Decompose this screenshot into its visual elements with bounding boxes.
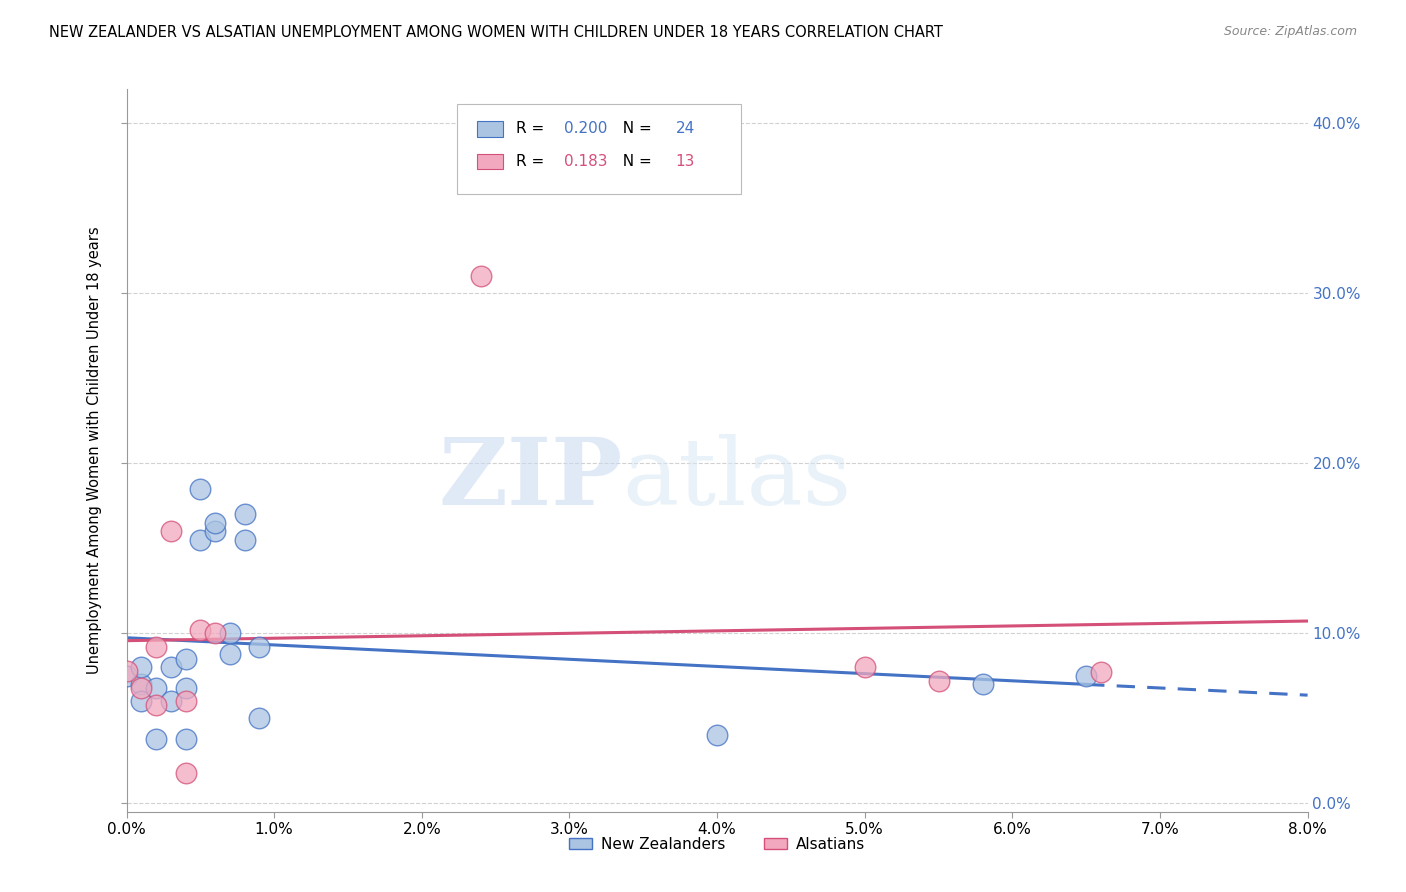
Point bbox=[1076, 669, 1098, 683]
Point bbox=[470, 269, 492, 284]
Point bbox=[249, 640, 271, 654]
Text: atlas: atlas bbox=[623, 434, 852, 524]
Text: 24: 24 bbox=[676, 121, 695, 136]
Text: N =: N = bbox=[613, 154, 657, 169]
Y-axis label: Unemployment Among Women with Children Under 18 years: Unemployment Among Women with Children U… bbox=[87, 227, 103, 674]
Text: 0.183: 0.183 bbox=[564, 154, 607, 169]
Point bbox=[160, 524, 183, 539]
Point bbox=[853, 660, 876, 674]
Point bbox=[145, 731, 167, 746]
Point bbox=[174, 765, 197, 780]
Point bbox=[160, 660, 183, 674]
Point bbox=[129, 681, 153, 695]
Text: N =: N = bbox=[613, 121, 657, 136]
Point bbox=[1090, 665, 1112, 680]
Point bbox=[188, 482, 212, 496]
Text: ZIP: ZIP bbox=[439, 434, 623, 524]
Point bbox=[972, 677, 994, 691]
FancyBboxPatch shape bbox=[477, 121, 503, 136]
Point bbox=[233, 533, 256, 547]
Point bbox=[145, 640, 167, 654]
Point bbox=[129, 660, 153, 674]
Text: 13: 13 bbox=[676, 154, 695, 169]
FancyBboxPatch shape bbox=[457, 103, 741, 194]
Point bbox=[233, 507, 256, 521]
Point bbox=[115, 669, 138, 683]
Point bbox=[188, 623, 212, 637]
Point bbox=[174, 731, 197, 746]
Point bbox=[204, 516, 226, 530]
FancyBboxPatch shape bbox=[477, 153, 503, 169]
Point bbox=[204, 626, 226, 640]
Point bbox=[249, 711, 271, 725]
Point bbox=[174, 681, 197, 695]
Point bbox=[219, 626, 242, 640]
Text: NEW ZEALANDER VS ALSATIAN UNEMPLOYMENT AMONG WOMEN WITH CHILDREN UNDER 18 YEARS : NEW ZEALANDER VS ALSATIAN UNEMPLOYMENT A… bbox=[49, 25, 943, 40]
Text: R =: R = bbox=[516, 154, 554, 169]
Point bbox=[145, 681, 167, 695]
Text: Source: ZipAtlas.com: Source: ZipAtlas.com bbox=[1223, 25, 1357, 38]
Point bbox=[174, 651, 197, 665]
Point bbox=[219, 647, 242, 661]
Point bbox=[174, 694, 197, 708]
Point bbox=[129, 677, 153, 691]
Point bbox=[928, 673, 950, 688]
Point bbox=[115, 664, 138, 678]
Point bbox=[129, 694, 153, 708]
Legend: New Zealanders, Alsatians: New Zealanders, Alsatians bbox=[562, 831, 872, 858]
Text: R =: R = bbox=[516, 121, 550, 136]
Point bbox=[706, 728, 728, 742]
Point bbox=[188, 533, 212, 547]
Point bbox=[204, 524, 226, 539]
Text: 0.200: 0.200 bbox=[564, 121, 607, 136]
Point bbox=[145, 698, 167, 712]
Point bbox=[160, 694, 183, 708]
